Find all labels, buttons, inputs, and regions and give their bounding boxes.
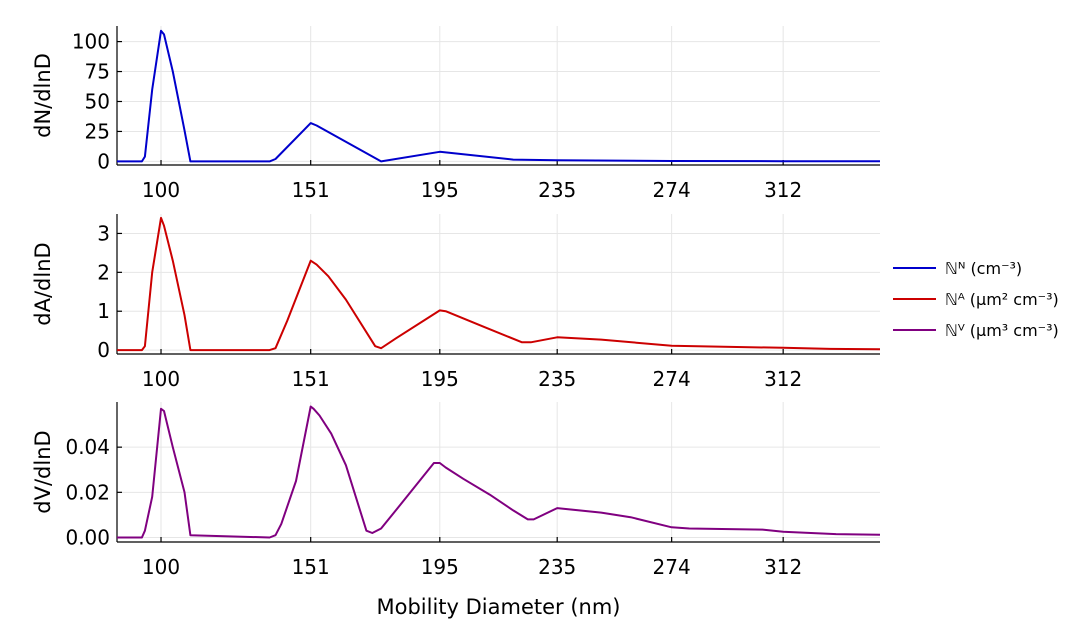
y-tick-label: 3 (97, 221, 110, 245)
legend-label: ℕᴬ (μm² cm⁻³) (945, 290, 1059, 309)
y-tick-label: 75 (85, 60, 110, 84)
x-tick-label: 151 (292, 555, 330, 579)
y-tick-label: 2 (97, 260, 110, 284)
x-tick-label: 312 (764, 367, 802, 391)
x-tick-label: 100 (142, 367, 180, 391)
x-tick-label: 151 (292, 367, 330, 391)
x-tick-label: 195 (421, 367, 459, 391)
x-tick-label: 274 (653, 178, 691, 202)
x-tick-label: 235 (538, 555, 576, 579)
x-tick-label: 274 (653, 555, 691, 579)
y-tick-label: 0.00 (65, 525, 110, 549)
legend-label: ℕᴺ (cm⁻³) (945, 259, 1022, 278)
x-tick-label: 235 (538, 367, 576, 391)
y-axis-label: dA/dlnD (31, 242, 55, 325)
legend-label: ℕⱽ (μm³ cm⁻³) (945, 321, 1059, 340)
x-tick-label: 235 (538, 178, 576, 202)
y-tick-label: 1 (97, 299, 110, 323)
x-tick-label: 151 (292, 178, 330, 202)
x-tick-label: 100 (142, 178, 180, 202)
y-tick-label: 0.04 (65, 435, 110, 459)
y-tick-label: 100 (72, 30, 110, 54)
series-line (117, 29, 880, 163)
series-line (117, 405, 881, 539)
x-tick-label: 274 (653, 367, 691, 391)
x-tick-label: 312 (764, 555, 802, 579)
x-tick-label: 195 (421, 178, 459, 202)
x-tick-label: 195 (421, 555, 459, 579)
y-axis-label: dV/dlnD (31, 430, 55, 513)
y-tick-label: 0 (97, 149, 110, 173)
series-line (117, 216, 881, 352)
x-axis-label: Mobility Diameter (nm) (376, 595, 620, 619)
y-tick-label: 50 (85, 89, 110, 113)
x-tick-label: 100 (142, 555, 180, 579)
y-axis-label: dN/dlnD (31, 53, 55, 138)
y-tick-label: 0.02 (65, 480, 110, 504)
y-tick-label: 0 (97, 338, 110, 362)
x-tick-label: 312 (764, 178, 802, 202)
y-tick-label: 25 (85, 119, 110, 143)
